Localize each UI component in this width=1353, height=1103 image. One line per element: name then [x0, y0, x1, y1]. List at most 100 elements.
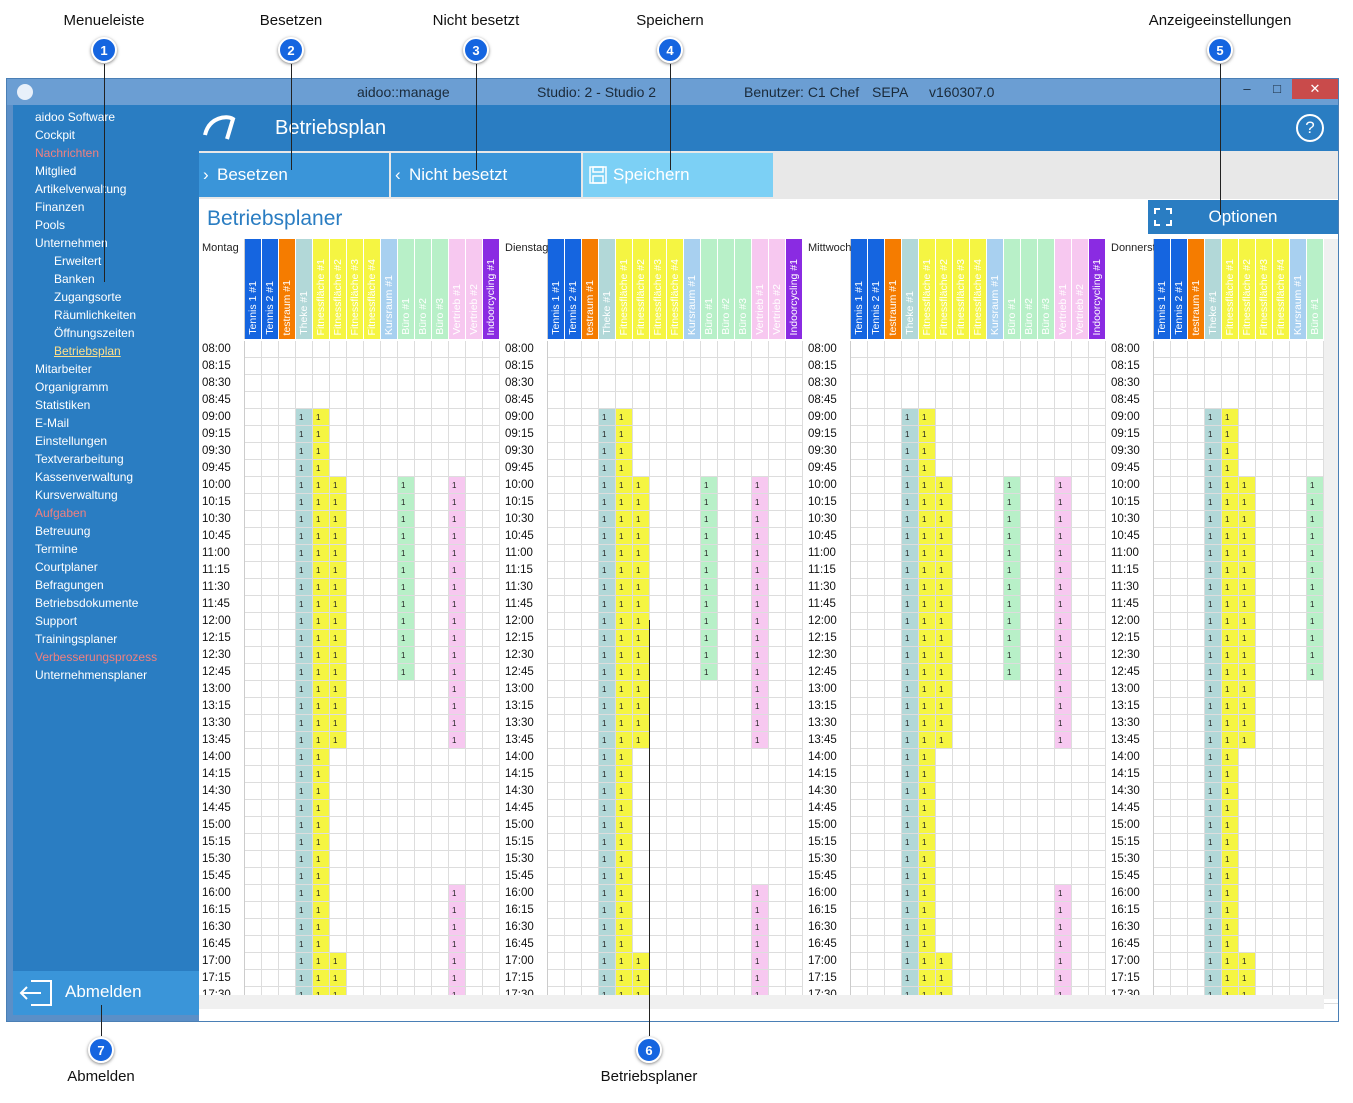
plan-cell[interactable] [432, 579, 449, 596]
plan-cell[interactable] [701, 358, 718, 375]
plan-cell[interactable]: 1 [1205, 919, 1222, 936]
plan-cell[interactable] [262, 970, 279, 987]
plan-cell[interactable] [1055, 868, 1072, 885]
plan-cell[interactable] [970, 426, 987, 443]
plan-cell[interactable] [1307, 443, 1324, 460]
plan-cell[interactable] [769, 970, 786, 987]
plan-cell[interactable] [1171, 698, 1188, 715]
plan-cell[interactable] [769, 715, 786, 732]
plan-cell[interactable] [953, 936, 970, 953]
plan-cell[interactable] [1089, 732, 1106, 749]
plan-cell[interactable] [1239, 783, 1256, 800]
plan-cell[interactable]: 1 [1205, 511, 1222, 528]
plan-cell[interactable]: 1 [1055, 885, 1072, 902]
plan-cell[interactable] [1273, 732, 1290, 749]
plan-cell[interactable] [701, 715, 718, 732]
plan-cell[interactable] [987, 579, 1004, 596]
plan-cell[interactable] [718, 800, 735, 817]
plan-cell[interactable] [1021, 511, 1038, 528]
plan-cell[interactable]: 1 [599, 970, 616, 987]
plan-cell[interactable]: 1 [936, 579, 953, 596]
plan-cell[interactable]: 1 [1222, 953, 1239, 970]
plan-cell[interactable] [1021, 494, 1038, 511]
plan-cell[interactable] [381, 409, 398, 426]
plan-cell[interactable] [868, 358, 885, 375]
plan-cell[interactable] [885, 494, 902, 511]
plan-cell[interactable]: 1 [1055, 630, 1072, 647]
plan-cell[interactable] [398, 970, 415, 987]
plan-cell[interactable] [1290, 749, 1307, 766]
sidebar-item-14[interactable]: Mitarbeiter [35, 362, 92, 376]
plan-cell[interactable] [684, 545, 701, 562]
plan-cell[interactable]: 1 [616, 426, 633, 443]
plan-cell[interactable] [432, 613, 449, 630]
plan-cell[interactable] [279, 698, 296, 715]
plan-cell[interactable] [415, 545, 432, 562]
plan-cell[interactable] [987, 732, 1004, 749]
plan-cell[interactable] [701, 936, 718, 953]
plan-cell[interactable]: 1 [449, 885, 466, 902]
plan-cell[interactable]: 1 [330, 596, 347, 613]
plan-cell[interactable]: 1 [599, 630, 616, 647]
plan-cell[interactable] [1089, 528, 1106, 545]
plan-cell[interactable] [1038, 613, 1055, 630]
plan-cell[interactable] [582, 749, 599, 766]
plan-cell[interactable]: 1 [599, 681, 616, 698]
plan-cell[interactable] [684, 919, 701, 936]
plan-cell[interactable] [398, 375, 415, 392]
plan-cell[interactable]: 1 [902, 749, 919, 766]
plan-cell[interactable] [381, 443, 398, 460]
plan-cell[interactable]: 1 [752, 664, 769, 681]
plan-cell[interactable] [667, 834, 684, 851]
plan-cell[interactable] [1188, 936, 1205, 953]
plan-cell[interactable] [415, 732, 432, 749]
plan-cell[interactable] [718, 647, 735, 664]
plan-cell[interactable] [582, 681, 599, 698]
plan-cell[interactable] [1055, 783, 1072, 800]
plan-cell[interactable] [868, 341, 885, 358]
plan-cell[interactable] [565, 732, 582, 749]
plan-cell[interactable] [1256, 511, 1273, 528]
plan-cell[interactable] [1021, 443, 1038, 460]
plan-cell[interactable] [885, 800, 902, 817]
plan-cell[interactable] [987, 749, 1004, 766]
plan-cell[interactable] [1154, 409, 1171, 426]
plan-cell[interactable] [786, 902, 803, 919]
plan-cell[interactable]: 1 [616, 511, 633, 528]
plan-cell[interactable] [769, 545, 786, 562]
plan-cell[interactable] [1055, 800, 1072, 817]
plan-cell[interactable]: 1 [752, 681, 769, 698]
plan-cell[interactable] [1273, 681, 1290, 698]
plan-cell[interactable]: 1 [633, 511, 650, 528]
plan-cell[interactable] [1307, 460, 1324, 477]
plan-cell[interactable] [415, 919, 432, 936]
plan-cell[interactable]: 1 [1222, 732, 1239, 749]
plan-cell[interactable] [786, 545, 803, 562]
plan-cell[interactable] [752, 834, 769, 851]
plan-cell[interactable] [1256, 579, 1273, 596]
plan-cell[interactable]: 1 [701, 494, 718, 511]
plan-cell[interactable] [1072, 596, 1089, 613]
plan-cell[interactable] [684, 630, 701, 647]
plan-cell[interactable]: 1 [1205, 545, 1222, 562]
plan-cell[interactable] [1290, 647, 1307, 664]
plan-cell[interactable]: 1 [1239, 511, 1256, 528]
plan-cell[interactable]: 1 [1307, 664, 1324, 681]
plan-cell[interactable] [330, 834, 347, 851]
plan-cell[interactable] [347, 970, 364, 987]
plan-cell[interactable] [1089, 698, 1106, 715]
plan-cell[interactable] [483, 392, 500, 409]
plan-cell[interactable] [1154, 392, 1171, 409]
plan-cell[interactable] [1171, 545, 1188, 562]
plan-cell[interactable] [245, 664, 262, 681]
plan-cell[interactable] [245, 766, 262, 783]
plan-cell[interactable] [851, 494, 868, 511]
plan-cell[interactable] [970, 970, 987, 987]
plan-cell[interactable]: 1 [313, 664, 330, 681]
plan-cell[interactable] [1273, 936, 1290, 953]
plan-cell[interactable]: 1 [1239, 562, 1256, 579]
plan-cell[interactable] [684, 341, 701, 358]
plan-cell[interactable] [1004, 732, 1021, 749]
plan-cell[interactable] [1038, 953, 1055, 970]
plan-cell[interactable] [330, 375, 347, 392]
